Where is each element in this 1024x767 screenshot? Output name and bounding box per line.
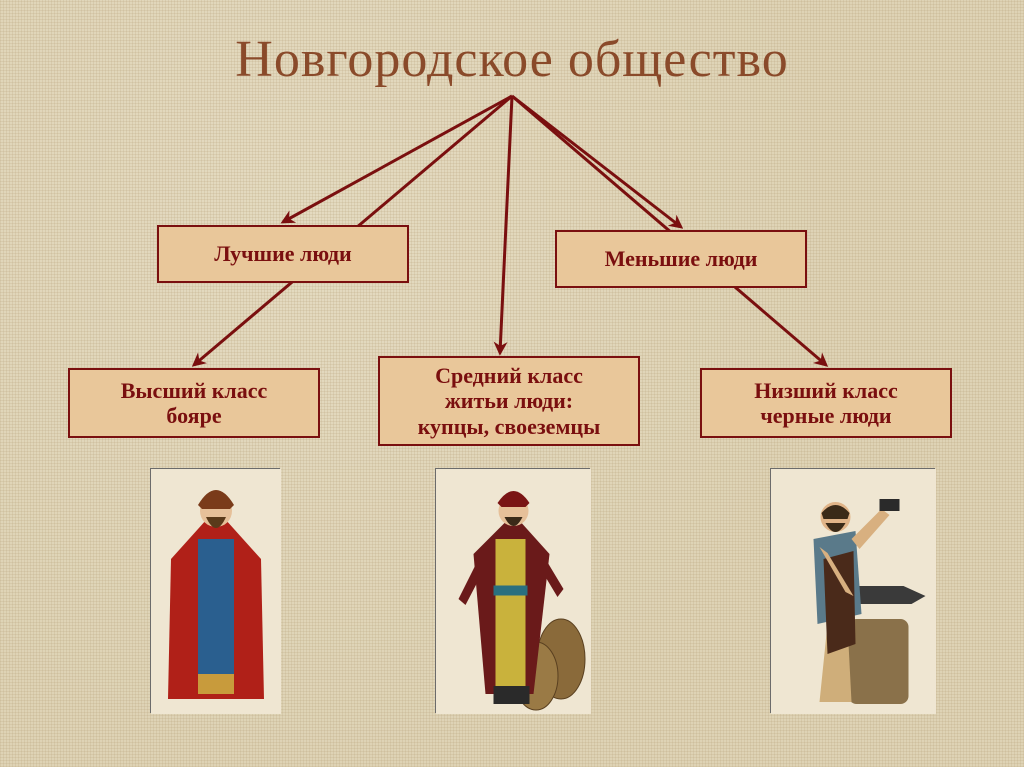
box-upper-class: Высший класс бояре (68, 368, 320, 438)
slide-canvas: Новгородское общество Лучшие люди Меньшие… (0, 0, 1024, 767)
figure-merchant (435, 468, 590, 713)
box-lesser-people: Меньшие люди (555, 230, 807, 288)
box-middle-class: Средний класс житьи люди: купцы, своезем… (378, 356, 640, 446)
slide-title: Новгородское общество (0, 30, 1024, 89)
figure-boyar (150, 468, 280, 713)
box-lower-class: Низший класс черные люди (700, 368, 952, 438)
box-best-people: Лучшие люди (157, 225, 409, 283)
figure-blacksmith (770, 468, 935, 713)
